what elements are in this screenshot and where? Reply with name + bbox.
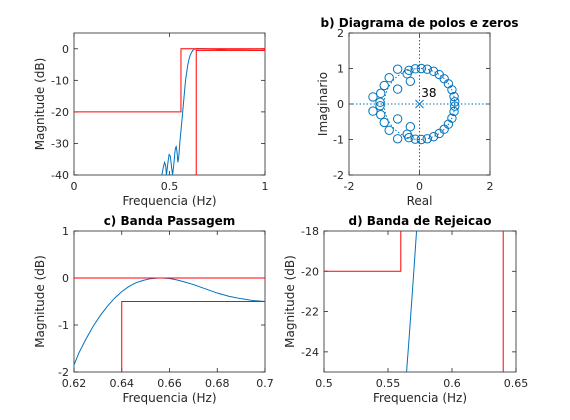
x-tick-label: 0 <box>416 180 423 193</box>
zero-marker <box>422 134 432 144</box>
zero-marker <box>368 106 378 116</box>
y-tick-label: -20 <box>51 106 69 119</box>
x-axis-label: Real <box>407 194 433 208</box>
x-tick-label: 0.66 <box>157 377 182 390</box>
zero-marker <box>416 63 426 74</box>
zero-marker <box>416 134 426 145</box>
y-tick-label: 2 <box>337 27 344 40</box>
x-tick-label: 0.55 <box>376 377 401 390</box>
chart-title: c) Banda Passagem <box>104 214 236 228</box>
x-tick-label: 0.7 <box>256 377 274 390</box>
zero-marker <box>449 91 459 102</box>
zero-marker <box>379 80 389 91</box>
zero-marker <box>392 64 403 74</box>
y-tick-label: -2 <box>333 169 344 182</box>
zero-marker <box>405 122 416 132</box>
y-axis-label: Magnitude (dB) <box>33 255 47 348</box>
y-tick-label: -20 <box>301 265 319 278</box>
response-line-0 <box>406 231 418 372</box>
chart-1: 0 0.5 1 0 -10 -20 -30 -40 Frequencia (Hz) Magnitu… <box>33 32 269 208</box>
x-tick-label: -2 <box>344 180 355 193</box>
x-tick-label: 0.6 <box>443 377 461 390</box>
y-tick-label: -1 <box>58 319 69 332</box>
pole-marker <box>415 99 424 109</box>
y-tick-label: 1 <box>62 225 69 238</box>
zero-marker <box>410 134 420 144</box>
x-axis-label: Frequencia (Hz) <box>122 194 216 208</box>
chart-2: -2 0 2 2 1 0 -1 -2 Real Imaginario b) Diagrama de … <box>316 16 518 208</box>
zero-marker <box>422 64 432 74</box>
x-axis-label: Frequencia (Hz) <box>373 391 467 405</box>
x-tick-label: 2 <box>487 180 494 193</box>
x-tick-label: 0.62 <box>62 377 87 390</box>
x-tick-label: 1 <box>262 180 269 193</box>
spec-line-1 <box>74 48 265 113</box>
zero-marker <box>384 73 394 83</box>
zero-marker <box>392 134 403 144</box>
x-tick-label: 0.64 <box>110 377 135 390</box>
zero-marker <box>449 106 459 117</box>
zero-marker <box>404 133 414 143</box>
plot-area <box>324 231 504 372</box>
zero-marker <box>404 65 414 75</box>
x-tick-label: 0.5 <box>315 377 333 390</box>
y-axis-label: Magnitude (dB) <box>283 255 297 348</box>
chart-title: d) Banda de Rejeicao <box>348 214 491 228</box>
zero-marker <box>376 88 386 99</box>
zero-marker <box>428 66 439 77</box>
y-tick-label: 0 <box>62 43 69 56</box>
zero-marker <box>392 84 403 94</box>
spec-line-2 <box>121 301 265 372</box>
x-tick-label: 0.5 <box>161 180 179 193</box>
zero-marker <box>384 125 394 135</box>
zero-marker <box>450 97 460 107</box>
y-tick-label: -30 <box>51 137 69 150</box>
x-tick-label: 0.65 <box>504 377 529 390</box>
zero-marker <box>392 114 403 124</box>
zero-marker <box>376 109 386 120</box>
chart-4: 0.5 0.55 0.6 0.65 -18 -20 -22 -24 Frequencia (Hz… <box>283 214 528 405</box>
axes-frame <box>323 230 517 373</box>
zero-marker <box>405 76 416 86</box>
y-axis-label: Magnitude (dB) <box>33 58 47 151</box>
y-tick-label: -18 <box>301 225 319 238</box>
x-axis-label: Frequencia (Hz) <box>122 391 216 405</box>
y-tick-label: -22 <box>301 306 319 319</box>
x-tick-label: 0 <box>71 180 78 193</box>
y-tick-label: 1 <box>337 63 344 76</box>
y-tick-label: 0 <box>62 272 69 285</box>
y-tick-label: -24 <box>301 346 319 359</box>
x-tick-label: 0.68 <box>205 377 230 390</box>
y-tick-label: -40 <box>51 169 69 182</box>
plot-area <box>74 48 265 175</box>
spec-line-2 <box>195 49 265 175</box>
y-tick-label: 0 <box>337 98 344 111</box>
zero-marker <box>375 101 385 111</box>
zero-marker <box>410 64 420 74</box>
spec-line-1 <box>324 231 402 272</box>
zero-marker <box>379 117 389 128</box>
y-axis-label: Imaginario <box>316 72 330 136</box>
chart-3: 0.62 0.64 0.66 0.68 0.7 1 0 -1 -2 Frequencia (Hz)… <box>33 214 274 405</box>
y-tick-label: -2 <box>58 366 69 379</box>
plot-area <box>74 277 265 372</box>
zero-marker <box>368 92 378 102</box>
axes-frame <box>73 32 266 176</box>
zero-marker <box>450 101 460 111</box>
chart-title: b) Diagrama de polos e zeros <box>321 16 519 30</box>
zero-marker <box>447 85 457 95</box>
pole-multiplicity-label: 38 <box>421 86 436 100</box>
zero-marker <box>428 131 439 142</box>
y-tick-label: -1 <box>333 134 344 147</box>
zero-marker <box>375 97 385 107</box>
zero-marker <box>447 113 457 123</box>
y-tick-label: -10 <box>51 74 69 87</box>
plot-area <box>349 33 490 175</box>
